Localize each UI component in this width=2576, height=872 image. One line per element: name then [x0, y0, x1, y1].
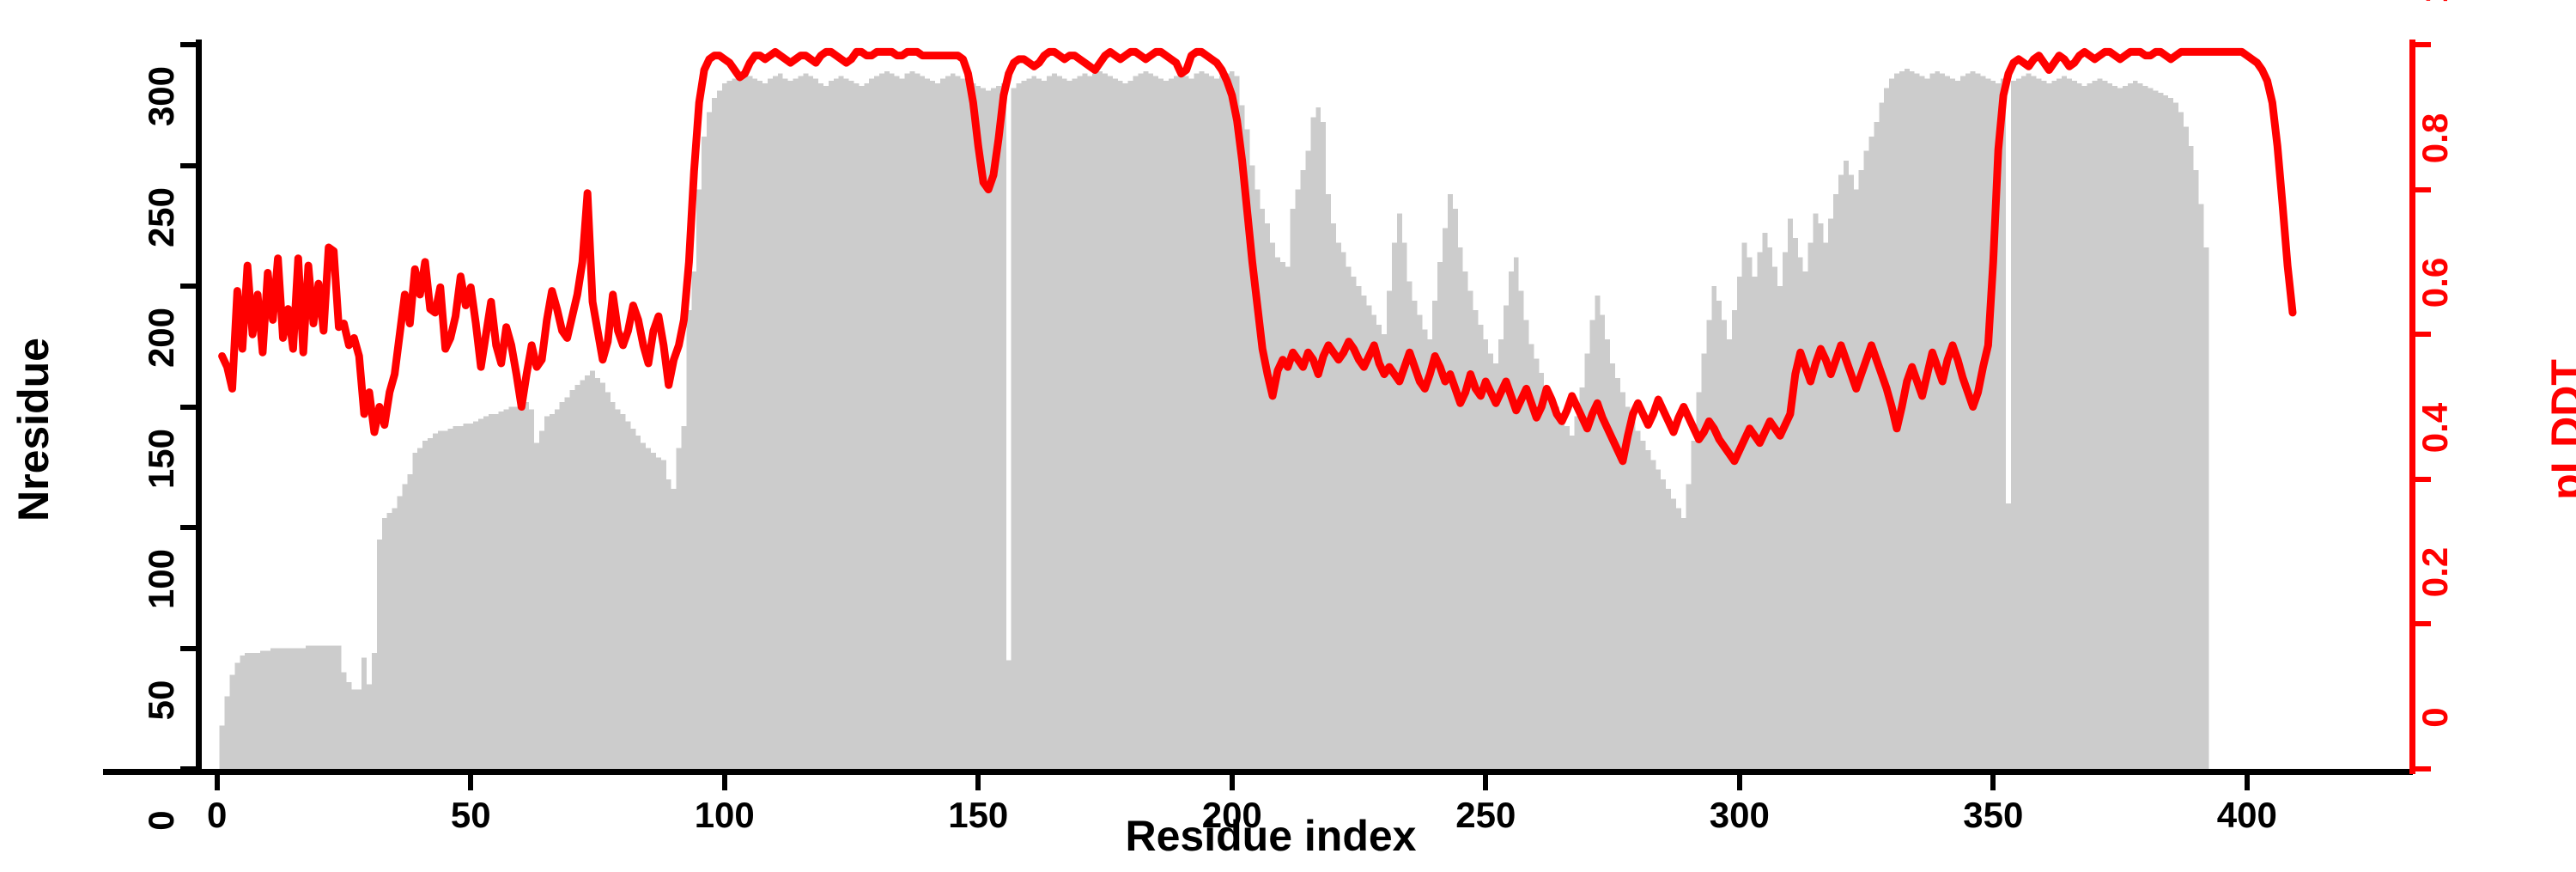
y-axis-right-title: pLDDT [2543, 359, 2576, 500]
y-axis-left-tick-label: 200 [141, 307, 181, 369]
y-axis-right-tick [2415, 476, 2431, 482]
y-axis-right-tick-label: 0 [2415, 707, 2455, 728]
y-axis-left-tick [180, 645, 196, 651]
plot-area [202, 45, 2348, 769]
y-axis-right-tick [2415, 766, 2431, 771]
y-axis-left-tick-label: 100 [141, 548, 181, 610]
nresidue-bars-series [219, 69, 2209, 769]
x-axis-tick [1990, 775, 1996, 790]
x-axis-tick-label: 50 [450, 795, 491, 835]
x-axis-tick [975, 775, 981, 790]
y-axis-left-tick-label: 0 [141, 810, 181, 831]
x-axis-tick-label: 400 [2216, 795, 2277, 835]
y-axis-left-title: Nresidue [9, 338, 58, 521]
x-axis-tick [1483, 775, 1489, 790]
y-axis-right-tick [2415, 186, 2431, 192]
x-axis-tick [214, 775, 220, 790]
x-axis-tick-label: 350 [1963, 795, 2024, 835]
y-axis-left-tick-label: 250 [141, 186, 181, 247]
y-axis-left-tick [180, 525, 196, 530]
y-axis-left-tick [180, 42, 196, 47]
x-axis-tick-label: 300 [1709, 795, 1770, 835]
series-svg [202, 45, 2348, 769]
y-axis-left-tick-label: 300 [141, 65, 181, 127]
x-axis-tick [1736, 775, 1742, 790]
x-axis-tick-label: 250 [1455, 795, 1516, 835]
y-axis-right-tick-label: 0.4 [2415, 402, 2455, 453]
x-axis-tick-label: 0 [207, 795, 228, 835]
x-axis-tick-label: 200 [1201, 795, 1262, 835]
y-axis-right-line [2409, 40, 2415, 774]
x-axis-tick [721, 775, 727, 790]
y-axis-left-tick [180, 766, 196, 771]
y-axis-left-tick-label: 50 [141, 680, 181, 720]
y-axis-right-tick-label: 0.6 [2415, 258, 2455, 308]
y-axis-right-tick-label: 0.8 [2415, 113, 2455, 163]
y-axis-left-tick [180, 162, 196, 168]
x-axis-tick [2244, 775, 2250, 790]
y-axis-right-tick [2415, 332, 2431, 338]
y-axis-left-tick [180, 404, 196, 410]
x-axis-title: Residue index [1125, 812, 1417, 860]
plddt-line-series [222, 52, 2293, 460]
y-axis-right-tick [2415, 42, 2431, 47]
y-axis-right-tick [2415, 621, 2431, 627]
x-axis-line [103, 769, 2413, 775]
y-axis-left-tick [180, 284, 196, 289]
x-axis-tick [1229, 775, 1235, 790]
y-axis-right-tick-label: 1 [2415, 0, 2455, 45]
x-axis-tick-label: 150 [948, 795, 1009, 835]
y-axis-left-tick-label: 150 [141, 428, 181, 489]
x-axis-tick-label: 100 [694, 795, 755, 835]
y-axis-right-tick-label: 0.2 [2415, 547, 2455, 598]
y-axis-left-line [196, 40, 202, 774]
x-axis-tick [468, 775, 474, 790]
